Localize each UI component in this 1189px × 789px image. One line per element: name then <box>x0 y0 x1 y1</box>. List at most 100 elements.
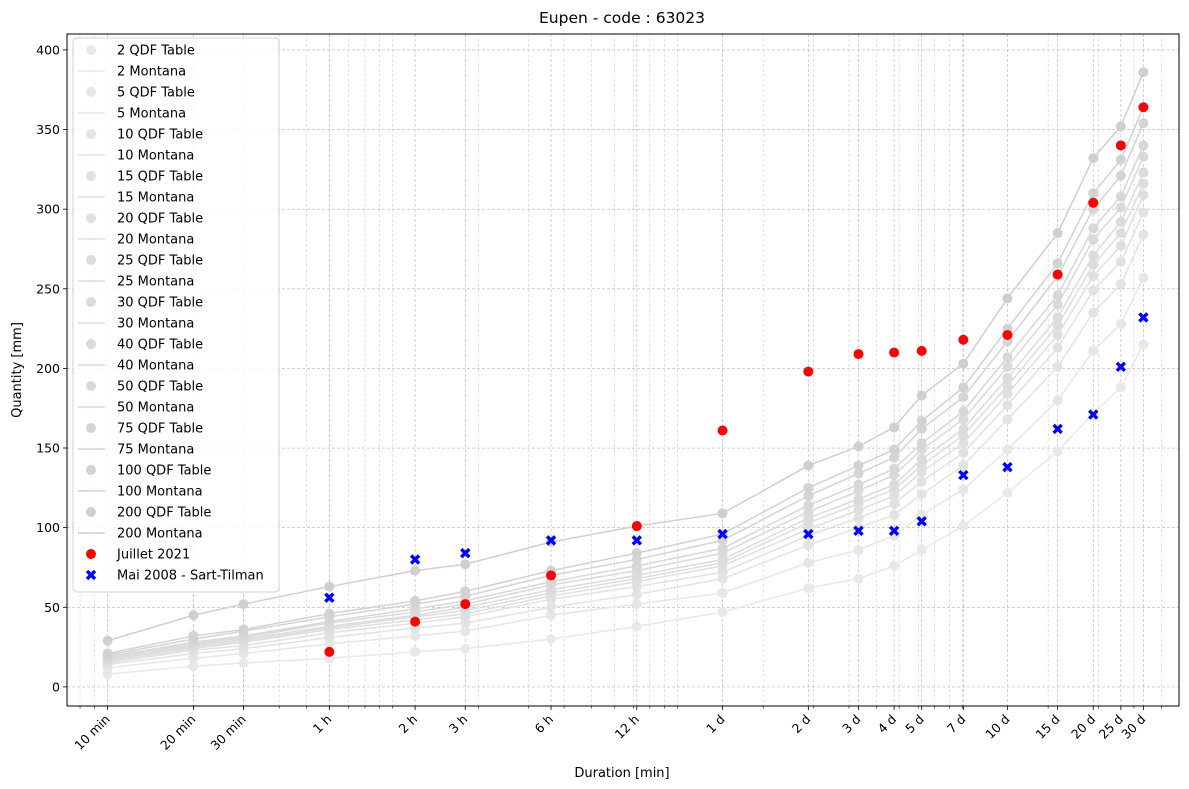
qdf-point-30 <box>1115 216 1126 227</box>
legend-label-qdf: 10 QDF Table <box>117 128 203 143</box>
qdf-point-75 <box>1115 170 1126 181</box>
qdf-point-10 <box>546 602 557 613</box>
qdf-point-50 <box>1088 223 1099 234</box>
qdf-point-100 <box>803 482 814 493</box>
qdf-point-30 <box>1138 167 1149 178</box>
qdf-point-200 <box>1115 121 1126 132</box>
y-axis-label: Quantity [mm] <box>10 322 25 418</box>
qdf-point-200 <box>803 460 814 471</box>
qdf-point-10 <box>631 589 642 600</box>
qdf-point-5 <box>546 610 557 621</box>
mai-2008-point <box>1138 312 1149 323</box>
qdf-point-10 <box>1138 229 1149 240</box>
legend-label-qdf: 2 QDF Table <box>117 44 195 59</box>
qdf-point-5 <box>1052 395 1063 406</box>
qdf-point-50 <box>1002 352 1013 363</box>
qdf-point-20 <box>1138 189 1149 200</box>
qdf-point-5 <box>1115 318 1126 329</box>
qdf-point-5 <box>803 557 814 568</box>
qdf-point-50 <box>1052 290 1063 301</box>
qdf-point-200 <box>188 610 199 621</box>
mai-2008-point <box>1002 461 1013 473</box>
legend-marker-qdf <box>86 339 96 349</box>
qdf-point-100 <box>958 382 969 393</box>
qdf-point-40 <box>1052 299 1063 310</box>
qdf-point-200 <box>889 422 900 433</box>
qdf-point-2 <box>410 646 421 657</box>
qdf-point-50 <box>717 543 728 554</box>
mai-2008-point <box>1052 423 1063 435</box>
qdf-point-2 <box>238 658 249 669</box>
mai-2008-point <box>1088 409 1099 420</box>
qdf-point-10 <box>889 509 900 520</box>
qdf-point-75 <box>889 452 900 463</box>
qdf-point-25 <box>1052 320 1063 331</box>
qdf-point-15 <box>1002 400 1013 411</box>
y-tick-label: 150 <box>36 441 60 456</box>
qdf-point-100 <box>1088 188 1099 199</box>
qdf-point-2 <box>853 573 864 584</box>
y-tick-label: 200 <box>36 361 60 376</box>
mai-2008-point <box>916 516 927 527</box>
mai-2008-point <box>853 525 864 537</box>
qdf-point-200 <box>1138 67 1149 78</box>
qdf-point-50 <box>803 500 814 511</box>
mai-2008-point <box>460 547 471 559</box>
mai-2008-point <box>631 535 643 546</box>
qdf-point-200 <box>102 635 113 646</box>
plot-frame <box>66 33 1180 707</box>
legend-marker-qdf <box>86 255 96 265</box>
juillet-2021-point <box>546 570 557 581</box>
legend-label-montana: 200 Montana <box>117 527 203 542</box>
qdf-point-15 <box>916 476 927 487</box>
qdf-point-200 <box>1002 293 1013 304</box>
mai-2008-point <box>1115 361 1127 373</box>
chart-title: Eupen - code : 63023 <box>539 9 705 27</box>
qdf-point-15 <box>1115 256 1126 267</box>
legend: 2 QDF Table 2 Montana 5 QDF Table 5 Montana… <box>72 37 280 593</box>
legend-marker-qdf <box>86 423 96 433</box>
qdf-point-2 <box>1002 487 1013 498</box>
qdf-point-20 <box>1002 388 1013 399</box>
qdf-point-25 <box>1088 259 1099 270</box>
qdf-point-5 <box>717 587 728 598</box>
juillet-2021-point <box>1002 329 1013 340</box>
legend-label-montana: 30 Montana <box>117 317 194 332</box>
legend-label-series: Mai 2008 - Sart-Tilman <box>117 569 264 584</box>
qdf-point-5 <box>460 626 471 637</box>
qdf-point-20 <box>1052 329 1063 340</box>
legend-label-series: Juillet 2021 <box>116 548 190 563</box>
qdf-point-200 <box>916 390 927 401</box>
qdf-point-2 <box>1138 339 1149 350</box>
qdf-point-25 <box>1115 228 1126 239</box>
qdf-point-100 <box>1052 258 1063 269</box>
legend-marker-qdf <box>86 87 96 97</box>
legend-marker-juillet-2021 <box>86 549 96 559</box>
juillet-2021-point <box>916 345 927 356</box>
juillet-2021-point <box>324 646 335 657</box>
juillet-2021-point <box>410 616 421 627</box>
qdf-point-40 <box>1088 234 1099 245</box>
qdf-point-200 <box>717 508 728 519</box>
mai-2008-point <box>888 525 900 537</box>
qdf-point-10 <box>958 460 969 471</box>
qdf-point-75 <box>853 468 864 479</box>
legend-label-montana: 5 Montana <box>117 107 186 122</box>
qdf-point-10 <box>1115 279 1126 290</box>
legend-marker-qdf <box>86 213 96 223</box>
qdf-point-5 <box>1002 444 1013 455</box>
legend-marker-qdf <box>86 381 96 391</box>
qdf-point-2 <box>889 560 900 571</box>
legend-label-qdf: 30 QDF Table <box>117 296 203 311</box>
legend-label-qdf: 15 QDF Table <box>117 170 203 185</box>
qdf-point-15 <box>1138 207 1149 218</box>
qdf-point-50 <box>1138 140 1149 151</box>
qdf-point-100 <box>889 444 900 455</box>
juillet-2021-point <box>1052 269 1063 280</box>
qdf-point-100 <box>853 460 864 471</box>
qdf-point-100 <box>1115 154 1126 165</box>
legend-label-montana: 15 Montana <box>117 191 194 206</box>
mai-2008-point <box>717 528 728 540</box>
legend-label-qdf: 100 QDF Table <box>117 464 211 479</box>
legend-label-montana: 40 Montana <box>117 359 194 374</box>
